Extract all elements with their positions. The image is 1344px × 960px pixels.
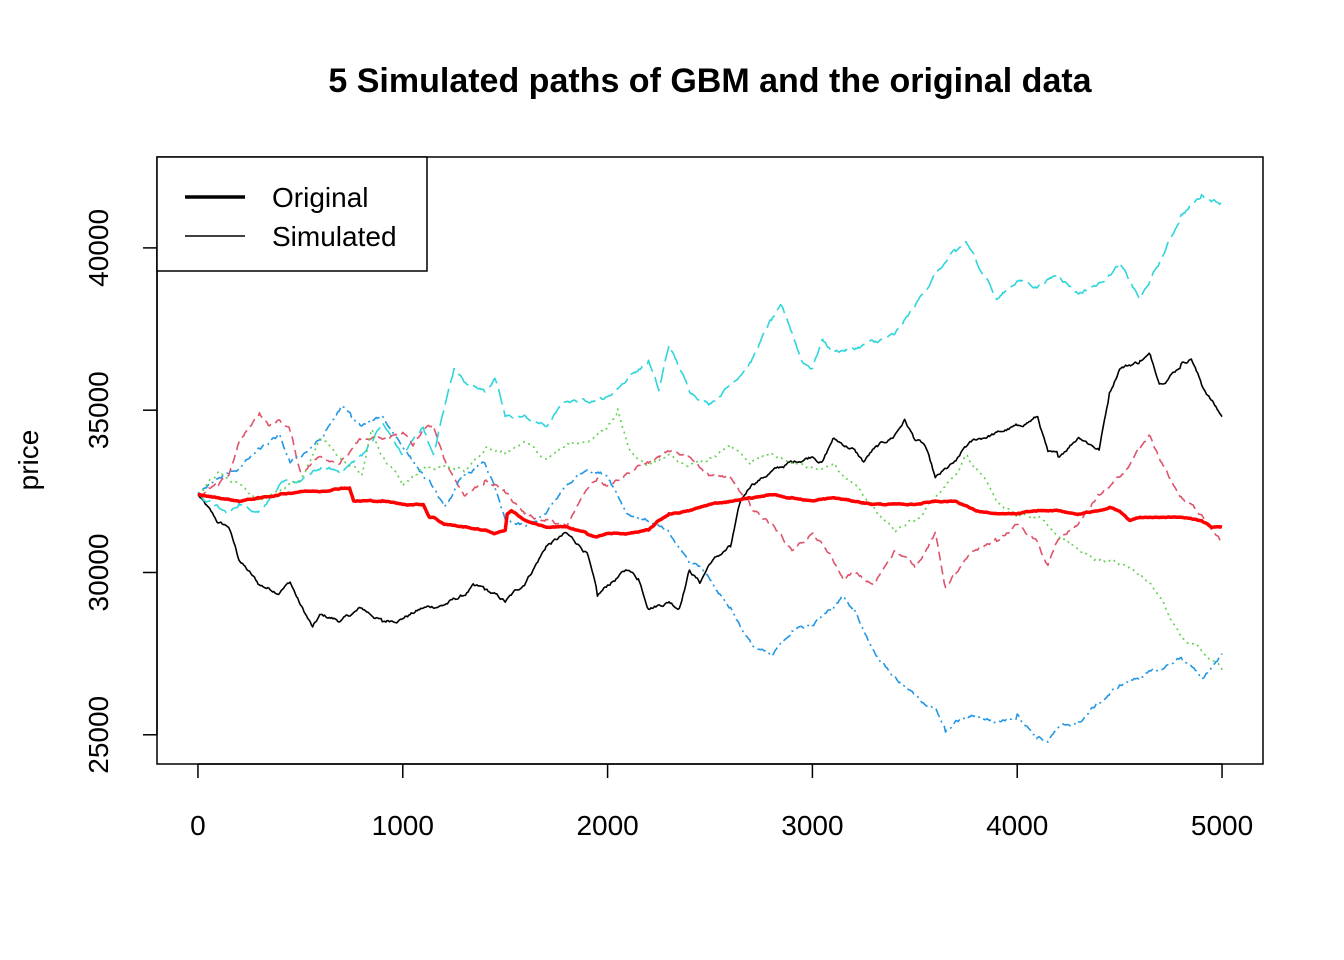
x-axis: 0 1000 2000 3000 4000 5000 <box>190 763 1253 841</box>
series-line-4 <box>197 408 1223 671</box>
series-line-2 <box>197 411 1223 589</box>
y-tick-label: 40000 <box>83 209 114 287</box>
y-axis-label: price <box>13 430 44 491</box>
x-tick-label: 2000 <box>576 810 638 841</box>
x-tick-label: 4000 <box>986 810 1048 841</box>
series-line-3 <box>197 404 1223 743</box>
x-tick-label: 0 <box>190 810 206 841</box>
legend-box <box>156 156 428 272</box>
series-line-1 <box>197 193 1223 515</box>
y-axis: 25000 30000 35000 40000 <box>83 209 158 774</box>
y-tick-label: 30000 <box>83 534 114 612</box>
y-tick-label: 25000 <box>83 696 114 774</box>
x-tick-label: 5000 <box>1191 810 1253 841</box>
series-line-5 <box>197 486 1223 539</box>
x-tick-label: 1000 <box>372 810 434 841</box>
series-layer <box>197 193 1223 743</box>
legend: Original Simulated <box>156 156 428 272</box>
y-tick-label: 35000 <box>83 371 114 449</box>
legend-label-simulated: Simulated <box>272 221 397 252</box>
x-tick-label: 3000 <box>781 810 843 841</box>
series-line-0 <box>197 352 1223 628</box>
legend-label-original: Original <box>272 182 368 213</box>
chart-title: 5 Simulated paths of GBM and the origina… <box>328 62 1092 100</box>
